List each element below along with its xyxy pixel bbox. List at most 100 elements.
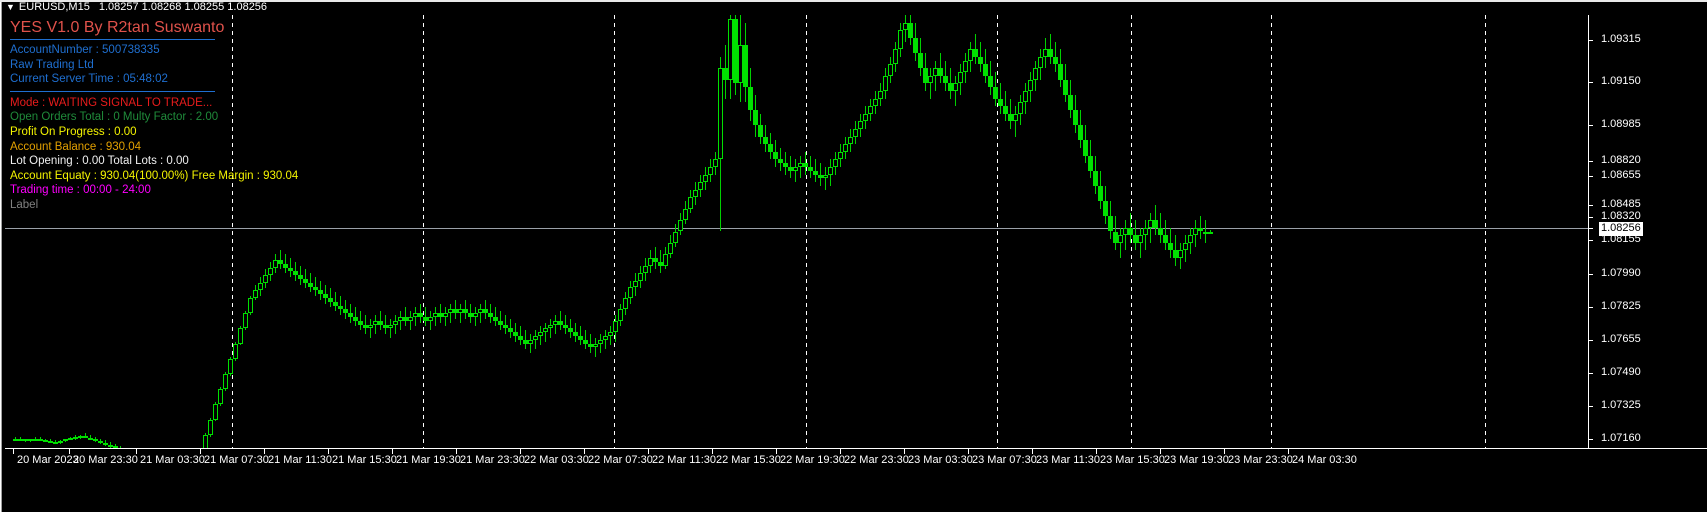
candle-wick [385, 315, 386, 335]
candle-body [33, 438, 38, 441]
day-separator [423, 15, 424, 448]
candle-body [448, 309, 453, 314]
candle-body [788, 166, 793, 171]
candle-body [938, 68, 943, 76]
candle-wick [420, 303, 421, 323]
candle-body [803, 163, 808, 167]
candle-body [333, 301, 338, 306]
candle-body [768, 144, 773, 152]
candle-wick [800, 155, 801, 179]
candle-body [78, 435, 83, 438]
candle-body [778, 159, 783, 164]
candle-body [673, 231, 678, 243]
candle-body [318, 290, 323, 295]
candle-body [858, 121, 863, 129]
candle-body [653, 258, 658, 262]
candle-wick [505, 315, 506, 335]
chart-symbol-label: EURUSD,M15 [18, 1, 90, 13]
candle-body [573, 332, 578, 336]
candle-wick [485, 299, 486, 319]
candle-body [923, 68, 928, 84]
candle-wick [1010, 98, 1011, 129]
candle-wick [1150, 212, 1151, 243]
day-separator [1271, 15, 1272, 448]
candle-body [693, 189, 698, 198]
candle-wick [120, 446, 121, 448]
candle-body [1058, 64, 1063, 80]
time-scale[interactable]: 20 Mar 2023 20 Mar 23:30 21 Mar 03:30 21 Ma… [5, 448, 1707, 512]
candle-wick [1165, 220, 1166, 251]
ea-account-number: AccountNumber : 500738335 [10, 44, 160, 56]
candle-body [1158, 227, 1163, 236]
candle-body [363, 324, 368, 329]
current-price-label: 1.08256 [1599, 222, 1643, 236]
candle-wick [465, 299, 466, 319]
candle-wick [930, 68, 931, 99]
candle-wick [300, 265, 301, 285]
candle-body [578, 335, 583, 340]
candle-body [738, 45, 743, 84]
candle-body [523, 339, 528, 344]
candle-body [783, 163, 788, 167]
ea-mode-status: Mode : WAITING SIGNAL TO TRADE... [10, 96, 213, 109]
candle-wick [280, 250, 281, 270]
price-label: 1.07490 [1601, 366, 1641, 378]
candle-body [1093, 170, 1098, 186]
candle-body [83, 435, 88, 438]
candle-body [108, 444, 113, 447]
candle-body [928, 75, 933, 84]
time-label: 21 Mar 07:30 [204, 454, 269, 466]
day-separator [997, 15, 998, 448]
time-tick [648, 449, 649, 454]
candle-wick [1015, 106, 1016, 137]
candle-body [583, 339, 588, 344]
candle-body [668, 242, 673, 255]
candle-body [1208, 232, 1213, 235]
candle-body [1068, 94, 1073, 110]
time-label: 22 Mar 19:30 [780, 454, 845, 466]
price-tick [1589, 274, 1593, 275]
candle-wick [590, 334, 591, 354]
candle-wick [525, 330, 526, 350]
candle-body [958, 71, 963, 84]
candle-body [308, 282, 313, 287]
price-scale[interactable]: 1.09315 1.09150 1.08985 1.08820 1.08655 1.084… [1588, 15, 1707, 448]
candle-wick [940, 52, 941, 84]
candle-body [1083, 140, 1088, 156]
candle-wick [115, 444, 116, 448]
candle-body [603, 335, 608, 340]
candle-body [393, 320, 398, 325]
time-label: 23 Mar 19:30 [1164, 454, 1229, 466]
candle-body [298, 275, 303, 279]
candle-body [498, 320, 503, 325]
candle-body [843, 144, 848, 152]
price-tick [1589, 406, 1593, 407]
price-tick [1589, 439, 1593, 440]
candle-body [918, 52, 923, 69]
candle-body [1163, 235, 1168, 243]
candle-wick [345, 299, 346, 319]
chart-title-bar: ▼ EURUSD,M15 1.08257 1.08268 1.08255 1.0… [0, 0, 1707, 15]
chart-plot-area[interactable] [5, 15, 1588, 448]
candle-body [1098, 185, 1103, 202]
candle-body [683, 208, 688, 221]
candle-body [628, 286, 633, 298]
candle-body [353, 316, 358, 321]
candle-wick [470, 303, 471, 323]
candle-body [433, 313, 438, 317]
candle-body [53, 441, 58, 444]
ea-title: YES V1.0 By R2tan Suswanto [10, 19, 225, 36]
caret-down-icon[interactable]: ▼ [6, 2, 15, 12]
candle-body [948, 83, 953, 91]
candle-body [878, 90, 883, 99]
candle-wick [545, 322, 546, 342]
candle-body [558, 320, 563, 325]
candle-body [588, 343, 593, 348]
price-label: 1.08655 [1601, 169, 1641, 181]
candle-body [848, 136, 853, 145]
candle-body [508, 328, 513, 333]
time-tick [904, 449, 905, 454]
candle-body [223, 373, 228, 390]
ea-lot-opening: Lot Opening : 0.00 Total Lots : 0.00 [10, 155, 189, 168]
